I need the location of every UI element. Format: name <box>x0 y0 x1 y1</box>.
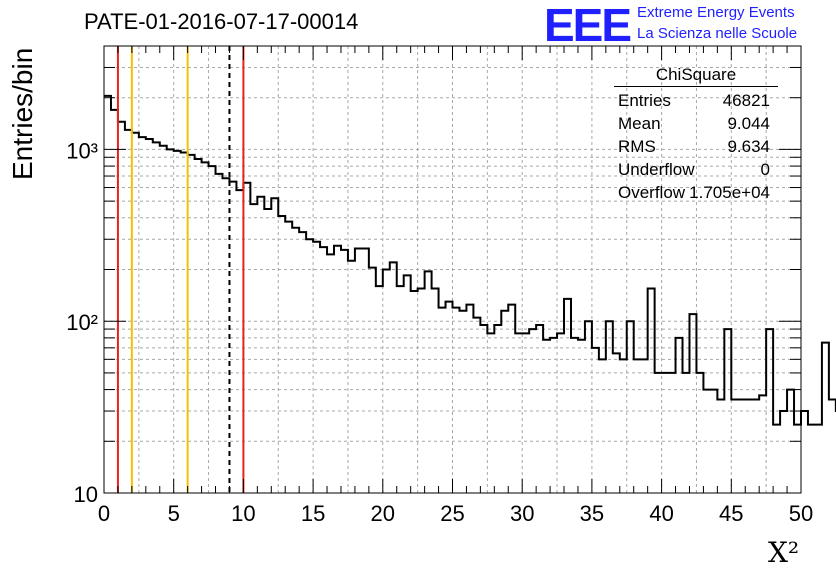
x-tick-label: 0 <box>98 501 110 526</box>
x-tick-label: 15 <box>301 501 325 526</box>
stats-label: Overflow <box>618 183 686 202</box>
x-tick-label: 20 <box>371 501 395 526</box>
stats-label: RMS <box>618 137 656 156</box>
chart-title: PATE-01-2016-07-17-00014 <box>84 9 359 34</box>
stats-row-mean: Mean 9.044 <box>610 112 778 135</box>
stats-label: Underflow <box>618 160 695 179</box>
x-tick-label: 10 <box>231 501 255 526</box>
x-tick-label: 30 <box>510 501 534 526</box>
histogram-series <box>104 94 836 426</box>
y-tick-label: 10² <box>66 310 98 335</box>
x-tick-label: 50 <box>789 501 813 526</box>
stats-label: Mean <box>618 114 661 133</box>
stats-box: ChiSquare Entries 46821 Mean 9.044 RMS 9… <box>610 64 778 204</box>
x-axis-label: X² <box>768 536 800 569</box>
x-tick-label: 25 <box>440 501 464 526</box>
stats-row-entries: Entries 46821 <box>610 89 778 112</box>
x-tick-label: 45 <box>719 501 743 526</box>
y-axis-label: Entries/bin <box>7 47 38 180</box>
stats-row-rms: RMS 9.634 <box>610 135 778 158</box>
stats-value: 1.705e+04 <box>689 183 770 202</box>
stats-box-divider <box>614 86 778 87</box>
stats-value: 46821 <box>722 91 770 110</box>
stats-label: Entries <box>618 91 671 110</box>
y-tick-label: 10³ <box>66 138 98 163</box>
stats-row-underflow: Underflow 0 <box>610 158 778 181</box>
y-tick-label: 10 <box>74 482 98 507</box>
stats-value: 0 <box>760 160 770 179</box>
stats-box-name: ChiSquare <box>655 65 737 84</box>
x-tick-label: 35 <box>580 501 604 526</box>
stats-value: 9.634 <box>727 137 770 156</box>
stats-value: 9.044 <box>727 114 770 133</box>
eee-logo: EEE <box>544 0 632 51</box>
stats-row-overflow: Overflow 1.705e+04 <box>610 181 778 204</box>
brand-line-1: Extreme Energy Events <box>637 4 795 21</box>
brand-line-2: La Scienza nelle Scuole <box>637 25 798 42</box>
x-tick-label: 40 <box>649 501 673 526</box>
x-tick-label: 5 <box>168 501 180 526</box>
